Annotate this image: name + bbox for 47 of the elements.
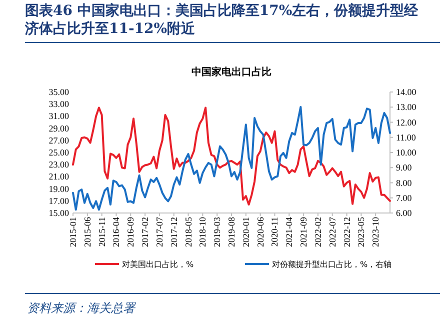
y2-tick-label: 14.00 — [396, 87, 417, 97]
y-tick-label: 21.00 — [48, 172, 70, 182]
x-tick-label: 2016-04 — [111, 216, 122, 247]
x-tick-label: 2022-07 — [327, 216, 338, 247]
y-tick-label: 23.00 — [48, 160, 70, 170]
y2-tick-label: 11.00 — [396, 132, 416, 142]
chart-subtitle: 中国家电出口占比 — [192, 66, 272, 78]
x-tick-label: 2022-02 — [312, 217, 323, 247]
y2-tick-label: 13.00 — [396, 102, 417, 112]
y2-tick-label: 6.00 — [396, 208, 412, 218]
y2-tick-label: 10.00 — [396, 148, 417, 158]
y2-tick-label: 12.00 — [396, 117, 417, 128]
x-tick-label: 2015-01 — [68, 217, 78, 247]
x-tick-label: 2023-10 — [370, 216, 381, 247]
x-tick-label: 2020-01 — [240, 217, 251, 247]
x-tick-label: 2021-04 — [284, 216, 294, 247]
x-tick-label: 2018-05 — [183, 216, 194, 247]
legend-label: 对份额提升型出口占比，%，右轴 — [272, 260, 392, 269]
x-tick-label: 2017-12 — [168, 217, 179, 247]
x-tick-label: 2017-02 — [140, 217, 150, 247]
y-tick-label: 25.00 — [48, 148, 70, 158]
x-tick-label: 2021-09 — [298, 216, 309, 247]
y-tick-label: 35.00 — [48, 87, 70, 97]
x-tick-label: 2023-05 — [356, 216, 366, 247]
x-tick-label: 2015-06 — [82, 216, 92, 247]
x-tick-label: 2018-10 — [198, 216, 208, 247]
legend-label: 对美国出口占比，% — [122, 260, 194, 269]
y2-tick-label: 8.00 — [396, 178, 412, 188]
text: 资料来源：海关总署 — [27, 300, 135, 317]
y-tick-label: 17.00 — [48, 196, 70, 206]
x-tick-label: 2015-11 — [96, 217, 107, 247]
chart-title: 图表46 中国家电出口：美国占比降至17%左右，份额提升型经济体占比升至11-12%附近 — [25, 2, 420, 38]
y-tick-label: 27.00 — [48, 135, 70, 146]
y2-tick-label: 9.00 — [396, 162, 412, 173]
x-tick-label: 2019-08 — [226, 216, 236, 247]
x-tick-label: 2022-12 — [342, 217, 352, 247]
y2-tick-label: 7.00 — [396, 192, 412, 203]
y-tick-label: 33.00 — [48, 99, 70, 110]
x-tick-label: 2020-11 — [270, 217, 280, 247]
x-tick-label: 2019-03 — [212, 216, 222, 247]
y-tick-label: 31.00 — [48, 111, 70, 122]
x-tick-label: 2020-06 — [255, 216, 266, 247]
y-tick-label: 15.00 — [48, 208, 70, 218]
x-tick-label: 2017-07 — [154, 216, 164, 247]
y-tick-label: 29.00 — [48, 123, 70, 134]
y-tick-label: 19.00 — [48, 184, 70, 194]
x-tick-label: 2016-09 — [126, 216, 136, 247]
